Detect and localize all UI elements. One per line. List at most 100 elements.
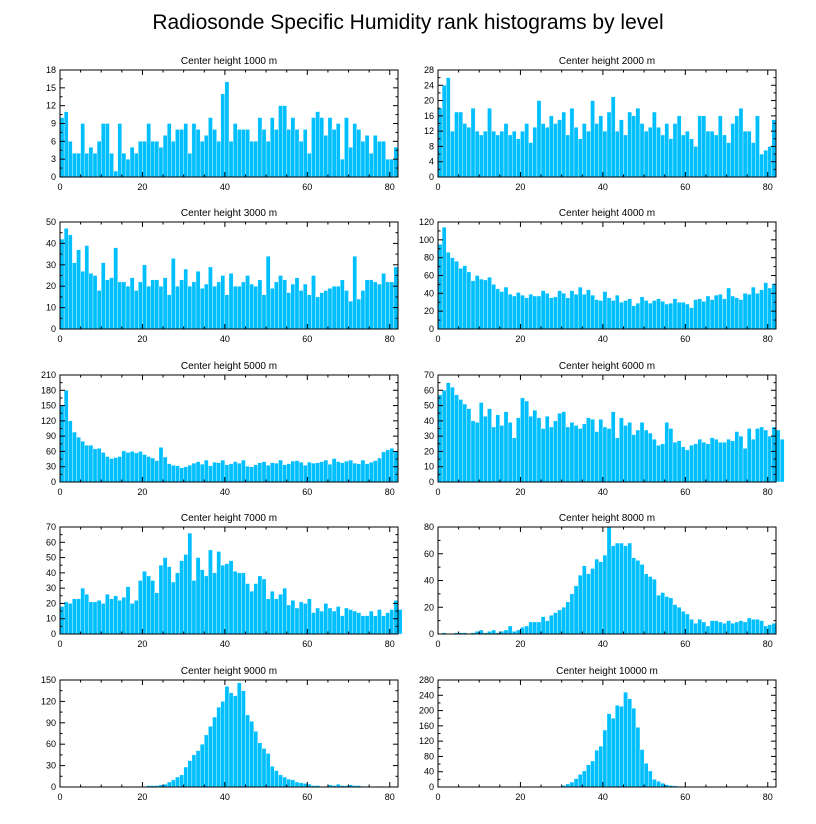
bar bbox=[619, 119, 624, 178]
x-axis: 0 20 40 60 80 bbox=[57, 527, 395, 649]
bar bbox=[536, 295, 542, 330]
bar bbox=[660, 443, 665, 483]
bar bbox=[577, 574, 583, 635]
bar bbox=[681, 302, 686, 330]
bar bbox=[635, 302, 641, 330]
bar bbox=[652, 439, 657, 483]
bar bbox=[265, 141, 271, 178]
x-tick-label: 60 bbox=[302, 792, 312, 802]
bar bbox=[76, 598, 81, 635]
x-tick-label: 0 bbox=[57, 487, 62, 497]
bar bbox=[364, 135, 370, 178]
bar bbox=[228, 141, 234, 178]
chart-panel-7: Center height 7000 m 0 20 40 60 80 0 10 20 30 40 50… bbox=[46, 513, 403, 649]
bar bbox=[134, 600, 139, 635]
bar bbox=[344, 460, 349, 483]
bar bbox=[722, 442, 727, 483]
y-axis: 0 10 20 30 40 50 60 70 bbox=[424, 370, 776, 487]
bar bbox=[129, 451, 135, 483]
y-tick-label: 280 bbox=[419, 675, 434, 685]
bar-series bbox=[59, 390, 399, 483]
bar bbox=[294, 277, 300, 330]
bar bbox=[532, 127, 538, 178]
y-tick-label: 0 bbox=[51, 629, 56, 639]
y-tick-label: 24 bbox=[424, 80, 434, 90]
bar bbox=[569, 593, 575, 635]
bar bbox=[722, 298, 727, 330]
bar bbox=[635, 560, 641, 635]
bar bbox=[623, 300, 628, 330]
bar bbox=[487, 408, 492, 483]
bar bbox=[615, 437, 620, 483]
bar bbox=[759, 620, 764, 635]
x-tick-label: 80 bbox=[385, 639, 395, 649]
bar bbox=[746, 294, 752, 330]
panel-title: Center height 8000 m bbox=[559, 513, 655, 524]
x-tick-label: 80 bbox=[763, 639, 773, 649]
y-tick-label: 20 bbox=[424, 602, 434, 612]
x-tick-label: 0 bbox=[435, 334, 440, 344]
bar bbox=[187, 532, 193, 635]
bar bbox=[697, 298, 702, 330]
bar bbox=[722, 623, 727, 635]
bar bbox=[352, 123, 357, 178]
bar bbox=[755, 293, 760, 330]
bar bbox=[565, 601, 571, 635]
bar bbox=[290, 460, 296, 483]
bar bbox=[713, 294, 719, 330]
bar bbox=[179, 279, 184, 330]
bar bbox=[319, 117, 324, 178]
x-tick-label: 40 bbox=[598, 487, 608, 497]
x-tick-label: 20 bbox=[515, 639, 525, 649]
bar bbox=[623, 545, 628, 635]
bar bbox=[298, 461, 304, 483]
bar bbox=[462, 123, 468, 178]
bar bbox=[208, 266, 213, 330]
bar bbox=[356, 298, 362, 330]
bar bbox=[117, 123, 123, 178]
bar bbox=[437, 108, 443, 178]
y-tick-label: 8 bbox=[429, 141, 434, 151]
bar bbox=[474, 130, 480, 178]
bar bbox=[627, 298, 632, 330]
y-tick-label: 60 bbox=[46, 446, 56, 456]
bar bbox=[319, 461, 324, 483]
bar bbox=[381, 451, 386, 483]
bar bbox=[96, 448, 102, 483]
bar bbox=[594, 299, 599, 330]
bar bbox=[656, 445, 661, 483]
bar bbox=[220, 565, 226, 635]
bar bbox=[183, 766, 188, 788]
bar bbox=[697, 439, 702, 483]
bar bbox=[368, 610, 374, 635]
bar bbox=[516, 138, 521, 178]
bar bbox=[389, 281, 395, 330]
bar bbox=[734, 297, 740, 330]
bar bbox=[520, 627, 525, 635]
bar bbox=[755, 619, 760, 635]
bar bbox=[138, 451, 143, 483]
bar bbox=[162, 277, 168, 330]
bar bbox=[125, 286, 131, 330]
bar bbox=[146, 575, 151, 635]
bar bbox=[212, 129, 217, 178]
bar bbox=[187, 153, 193, 178]
bar bbox=[615, 130, 620, 178]
bar bbox=[639, 296, 645, 330]
bar bbox=[561, 607, 566, 635]
bar bbox=[121, 597, 127, 635]
bar bbox=[228, 560, 234, 635]
bar-series bbox=[437, 77, 777, 178]
bar bbox=[746, 428, 752, 483]
bar bbox=[643, 573, 649, 635]
y-tick-label: 0 bbox=[51, 782, 56, 792]
y-tick-label: 60 bbox=[424, 385, 434, 395]
bar bbox=[610, 411, 616, 483]
y-tick-label: 10 bbox=[424, 462, 434, 472]
x-tick-label: 20 bbox=[137, 639, 147, 649]
bar bbox=[454, 111, 459, 178]
bar bbox=[446, 382, 451, 483]
bar bbox=[138, 580, 143, 635]
bar bbox=[331, 286, 337, 330]
bar bbox=[109, 598, 114, 635]
